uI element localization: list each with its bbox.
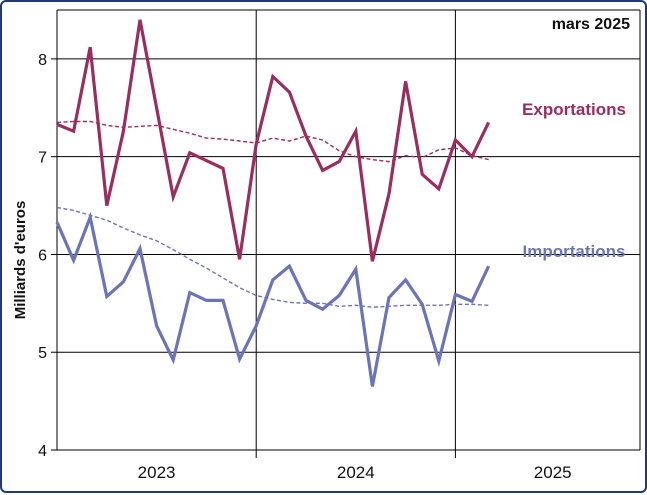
y-tick-label: 5 (38, 345, 47, 362)
y-tick-label: 7 (38, 150, 47, 167)
axes: 4 5 6 7 8 2023 2024 2025 (38, 9, 641, 482)
series-line-exportations (56, 19, 491, 262)
chart-subtitle: mars 2025 (552, 16, 630, 33)
y-tick-label: 6 (38, 247, 47, 264)
series-label-importations: Importations (523, 242, 626, 261)
x-year-label: 2024 (337, 463, 375, 482)
gridlines (57, 10, 640, 450)
trend-line-exportations (56, 120, 489, 163)
trend-line-importations (56, 206, 489, 308)
series-label-exportations: Exportations (522, 100, 626, 119)
y-tick-label: 8 (38, 52, 47, 69)
series-line-importations (55, 211, 491, 387)
labels-layer: Exportations Importations (522, 100, 626, 261)
x-year-label: 2023 (138, 463, 176, 482)
y-axis-label: Milliards d'euros (12, 201, 29, 320)
y-tick-label: 4 (38, 443, 47, 460)
x-year-label: 2025 (534, 463, 572, 482)
series-layer (55, 19, 491, 387)
